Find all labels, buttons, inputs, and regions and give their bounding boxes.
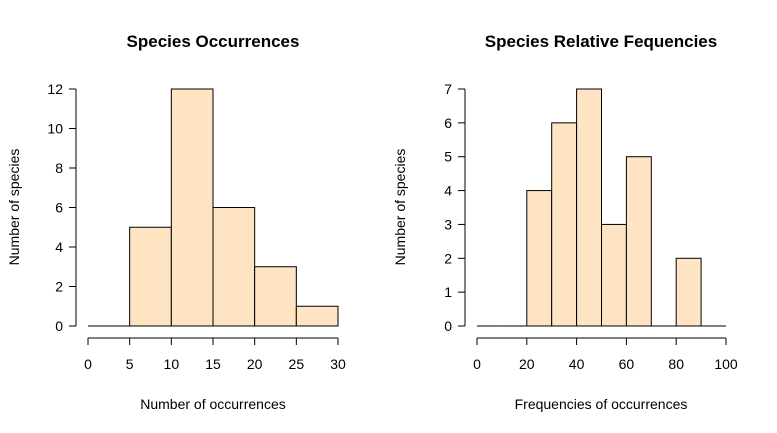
histogram-bar bbox=[129, 226, 172, 327]
x-tick-label: 100 bbox=[714, 356, 738, 372]
y-tick-label: 2 bbox=[55, 279, 63, 295]
histogram-bar bbox=[526, 190, 553, 327]
x-tick-label: 15 bbox=[205, 356, 221, 372]
x-tick-label: 20 bbox=[519, 356, 535, 372]
x-tick-label: 0 bbox=[473, 356, 481, 372]
histogram-occurrences: Species Occurrences Number of occurrence… bbox=[6, 32, 346, 412]
histogram-bar bbox=[675, 257, 702, 327]
chart1-x-axis: 0 5 10 15 20 25 30 bbox=[84, 337, 346, 372]
chart2-ylabel: Number of species bbox=[392, 149, 408, 266]
x-tick-label: 0 bbox=[84, 356, 92, 372]
chart2-x-axis: 0 20 40 60 80 100 bbox=[473, 337, 738, 372]
x-tick-label: 10 bbox=[164, 356, 180, 372]
y-tick-label: 10 bbox=[47, 121, 63, 137]
chart2-xlabel: Frequencies of occurrences bbox=[515, 396, 688, 412]
x-tick-label: 20 bbox=[247, 356, 263, 372]
y-tick-label: 12 bbox=[47, 81, 63, 97]
y-tick-label: 0 bbox=[444, 318, 452, 334]
y-tick-label: 8 bbox=[55, 160, 63, 176]
x-tick-label: 30 bbox=[330, 356, 346, 372]
y-tick-label: 6 bbox=[55, 200, 63, 216]
x-tick-label: 80 bbox=[668, 356, 684, 372]
y-tick-label: 4 bbox=[444, 183, 452, 199]
x-tick-label: 5 bbox=[126, 356, 134, 372]
chart1-bars bbox=[88, 88, 339, 327]
y-tick-label: 1 bbox=[444, 284, 452, 300]
chart2-title: Species Relative Fequencies bbox=[485, 32, 717, 51]
chart1-xlabel: Number of occurrences bbox=[140, 396, 286, 412]
chart2-bars bbox=[477, 88, 726, 327]
y-tick-label: 5 bbox=[444, 149, 452, 165]
chart1-y-axis: 0 2 4 6 8 10 12 bbox=[47, 81, 77, 334]
histogram-bar bbox=[170, 88, 214, 327]
histogram-bar bbox=[601, 223, 627, 327]
y-tick-label: 6 bbox=[444, 115, 452, 131]
histogram-bar bbox=[576, 88, 602, 327]
y-tick-label: 3 bbox=[444, 216, 452, 232]
histogram-relative-frequencies: Species Relative Fequencies Frequencies … bbox=[392, 32, 738, 412]
histogram-bar bbox=[254, 266, 297, 327]
histogram-bar bbox=[212, 207, 256, 327]
chart2-y-axis: 0 1 2 3 4 5 6 7 bbox=[444, 81, 466, 334]
y-tick-label: 0 bbox=[55, 318, 63, 334]
chart1-title: Species Occurrences bbox=[127, 32, 300, 51]
x-tick-label: 40 bbox=[569, 356, 585, 372]
histogram-bar bbox=[551, 122, 578, 327]
histogram-bar bbox=[625, 156, 652, 327]
histogram-bar bbox=[295, 305, 339, 327]
y-tick-label: 7 bbox=[444, 81, 452, 97]
y-tick-label: 2 bbox=[444, 250, 452, 266]
x-tick-label: 25 bbox=[289, 356, 305, 372]
chart1-ylabel: Number of species bbox=[6, 149, 22, 266]
x-tick-label: 60 bbox=[619, 356, 635, 372]
y-tick-label: 4 bbox=[55, 239, 63, 255]
